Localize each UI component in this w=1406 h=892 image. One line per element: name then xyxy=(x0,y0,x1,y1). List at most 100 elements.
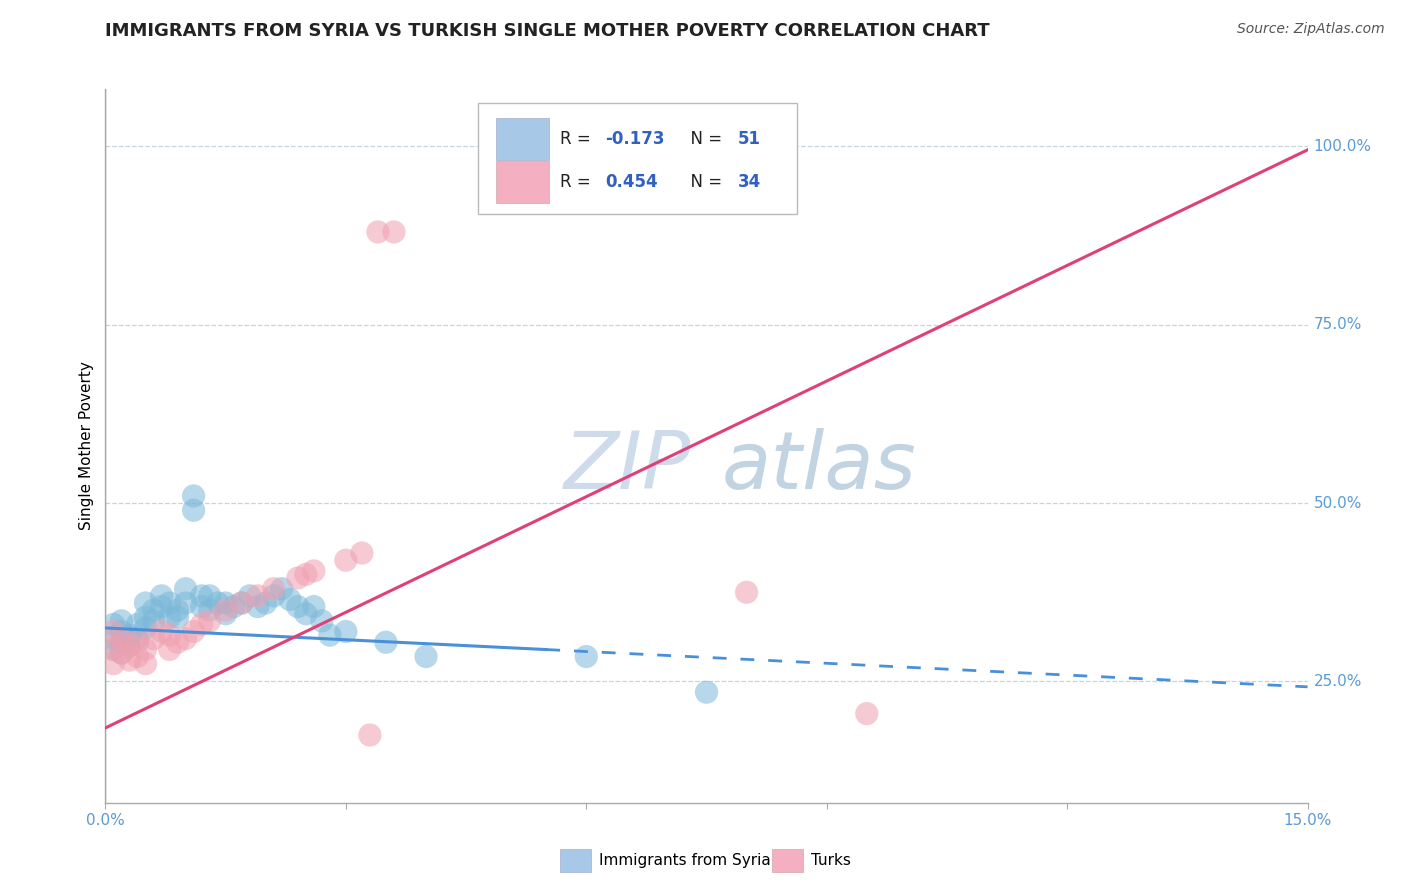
Point xyxy=(103,624,125,639)
Point xyxy=(287,571,309,585)
Point xyxy=(135,621,157,635)
Point xyxy=(110,632,132,646)
Point xyxy=(183,503,205,517)
Point xyxy=(110,635,132,649)
Text: N =: N = xyxy=(681,173,727,191)
FancyBboxPatch shape xyxy=(496,118,548,161)
Point xyxy=(302,564,325,578)
Point xyxy=(142,614,165,628)
Point xyxy=(319,628,342,642)
FancyBboxPatch shape xyxy=(496,161,548,203)
Point xyxy=(103,642,125,657)
Point xyxy=(118,653,141,667)
Point xyxy=(287,599,309,614)
Point xyxy=(190,617,212,632)
Text: 34: 34 xyxy=(738,173,761,191)
Point xyxy=(198,603,221,617)
Point xyxy=(254,596,277,610)
Point xyxy=(415,649,437,664)
Point xyxy=(263,582,285,596)
Text: Immigrants from Syria: Immigrants from Syria xyxy=(599,854,770,868)
Text: 75.0%: 75.0% xyxy=(1313,318,1362,332)
Point xyxy=(135,642,157,657)
Point xyxy=(142,632,165,646)
Text: atlas: atlas xyxy=(723,428,917,507)
Text: Source: ZipAtlas.com: Source: ZipAtlas.com xyxy=(1237,22,1385,37)
Point xyxy=(231,596,253,610)
FancyBboxPatch shape xyxy=(478,103,797,214)
Point xyxy=(127,632,149,646)
Point xyxy=(335,553,357,567)
Point xyxy=(295,607,318,621)
Point xyxy=(311,614,333,628)
Point xyxy=(183,489,205,503)
Point xyxy=(207,596,229,610)
Point xyxy=(103,632,125,646)
Point xyxy=(103,642,125,657)
Point xyxy=(359,728,381,742)
Point xyxy=(110,646,132,660)
Point xyxy=(214,607,236,621)
Point xyxy=(127,649,149,664)
Point xyxy=(103,617,125,632)
Point xyxy=(855,706,877,721)
Point xyxy=(270,582,292,596)
Point xyxy=(190,589,212,603)
Point xyxy=(278,592,301,607)
Point xyxy=(222,599,245,614)
Point xyxy=(239,589,262,603)
Text: -0.173: -0.173 xyxy=(606,130,665,148)
Point xyxy=(135,657,157,671)
Text: 0.454: 0.454 xyxy=(606,173,658,191)
Point xyxy=(159,642,181,657)
Text: 100.0%: 100.0% xyxy=(1313,139,1372,153)
Point xyxy=(127,617,149,632)
Point xyxy=(190,599,212,614)
Text: 25.0%: 25.0% xyxy=(1313,674,1362,689)
Point xyxy=(103,657,125,671)
Point xyxy=(696,685,718,699)
Point xyxy=(159,628,181,642)
Point xyxy=(367,225,389,239)
Y-axis label: Single Mother Poverty: Single Mother Poverty xyxy=(79,361,94,531)
Point xyxy=(198,589,221,603)
Point xyxy=(263,589,285,603)
Text: R =: R = xyxy=(560,173,596,191)
Point xyxy=(198,614,221,628)
Point xyxy=(118,639,141,653)
Point xyxy=(174,596,197,610)
Point xyxy=(183,624,205,639)
Point xyxy=(118,628,141,642)
Point xyxy=(110,646,132,660)
Point xyxy=(166,603,188,617)
Point xyxy=(150,624,173,639)
Text: N =: N = xyxy=(681,130,727,148)
Point xyxy=(575,649,598,664)
Point xyxy=(110,624,132,639)
Point xyxy=(135,596,157,610)
Point xyxy=(174,632,197,646)
Point xyxy=(214,603,236,617)
Text: R =: R = xyxy=(560,130,596,148)
Point xyxy=(127,635,149,649)
Point xyxy=(159,610,181,624)
Point xyxy=(374,635,398,649)
Point xyxy=(735,585,758,599)
Point xyxy=(335,624,357,639)
Point xyxy=(382,225,405,239)
Point xyxy=(302,599,325,614)
Point xyxy=(174,582,197,596)
Point xyxy=(150,589,173,603)
Point xyxy=(214,596,236,610)
Point xyxy=(118,639,141,653)
Point xyxy=(231,596,253,610)
Point xyxy=(246,599,269,614)
Point xyxy=(142,603,165,617)
Point xyxy=(295,567,318,582)
Text: IMMIGRANTS FROM SYRIA VS TURKISH SINGLE MOTHER POVERTY CORRELATION CHART: IMMIGRANTS FROM SYRIA VS TURKISH SINGLE … xyxy=(105,22,990,40)
Point xyxy=(159,596,181,610)
Point xyxy=(166,635,188,649)
Point xyxy=(246,589,269,603)
Point xyxy=(350,546,373,560)
Text: 51: 51 xyxy=(738,130,761,148)
